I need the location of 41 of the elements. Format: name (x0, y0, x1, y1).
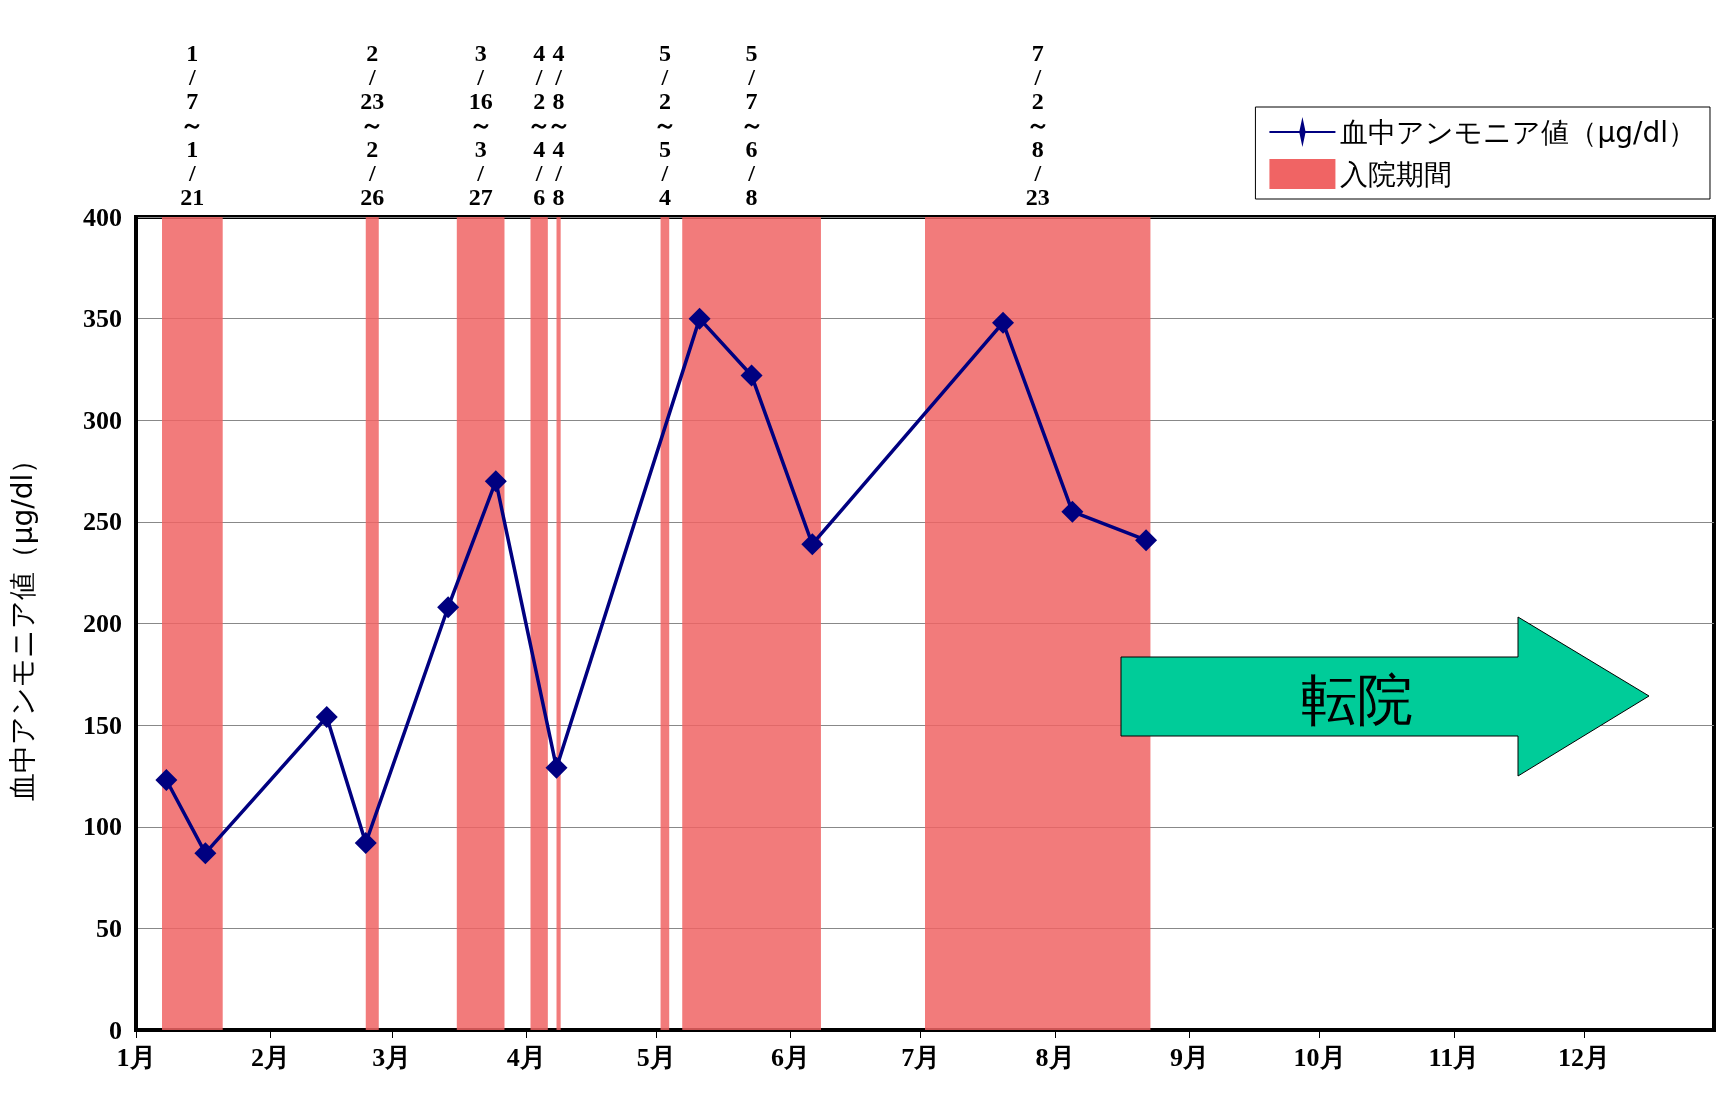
point (155, 769, 178, 791)
point (354, 832, 377, 855)
x-tick-label: 12月 (1557, 1042, 1610, 1072)
point (740, 364, 763, 387)
point (315, 705, 338, 728)
x-tick-label: 9月 (1169, 1042, 1209, 1072)
band-label: 3/16～3/27 (468, 40, 493, 210)
y-tick-label: 250 (83, 507, 122, 537)
y-tick-label: 150 (83, 710, 122, 740)
x-tick-label: 10月 (1293, 1042, 1346, 1072)
band-label: 7/2～8/23 (1025, 40, 1050, 210)
x-tick-label: 11月 (1428, 1042, 1480, 1072)
x-tick-label: 4月 (506, 1042, 546, 1072)
x-tick-label: 7月 (901, 1042, 941, 1072)
y-tick-label: 0 (109, 1015, 122, 1045)
x-tick-label: 2月 (250, 1042, 290, 1072)
x-tick-label: 8月 (1035, 1042, 1075, 1072)
y-tick-label: 400 (83, 202, 122, 232)
annotation: 転院 (1301, 666, 1413, 732)
point (1061, 500, 1084, 523)
legend-label: 血中アンモニア値（μg/dl） (1340, 115, 1696, 149)
point (688, 307, 711, 330)
y-tick-label: 350 (83, 304, 122, 334)
point (194, 842, 217, 865)
text: 入院期間 (1340, 157, 1453, 191)
band-label: 2/23～2/26 (360, 40, 385, 210)
point (801, 533, 824, 556)
band-label: 1/7～1/21 (180, 40, 205, 210)
y-tick-label: 50 (96, 913, 122, 943)
band-label: 5/7～6/8 (739, 40, 764, 210)
band-label: 5/2～5/4 (652, 40, 677, 210)
y-axis-title: 血中アンモニア値（μg/dl） (5, 445, 39, 802)
x-tick-label: 1月 (116, 1042, 156, 1072)
y-tick-label: 300 (83, 405, 122, 435)
y-tick-label: 200 (83, 609, 122, 638)
point (992, 311, 1015, 334)
y-tick-label: 100 (83, 812, 122, 842)
point (1135, 529, 1158, 552)
x-tick-label: 3月 (372, 1042, 412, 1072)
x-tick-label: 6月 (771, 1042, 811, 1072)
x-tick-label: 5月 (636, 1042, 676, 1072)
